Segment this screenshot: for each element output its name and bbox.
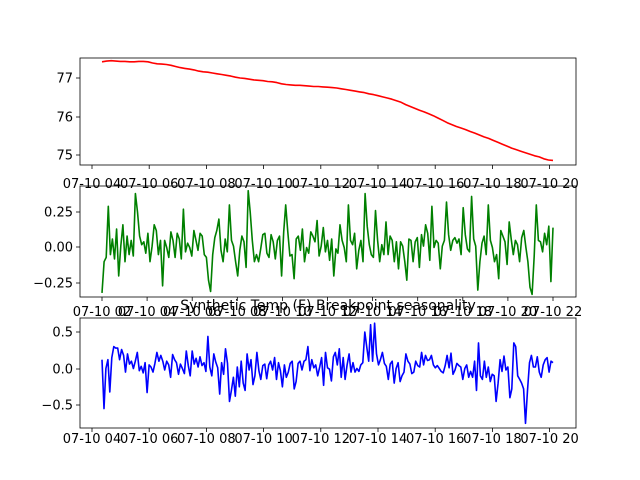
x-tick-label: 07-10 10 [234, 432, 292, 447]
x-tick-label: 07-10 14 [343, 305, 401, 320]
x-tick-label: 07-10 12 [298, 305, 356, 320]
x-tick-label: 07-10 08 [177, 432, 235, 447]
y-tick-label: 77 [56, 72, 73, 87]
x-tick-label: 07-10 04 [63, 432, 121, 447]
x-tick-label: 07-10 14 [349, 177, 407, 192]
x-tick-label: 07-10 16 [406, 177, 464, 192]
x-tick-label: 07-10 12 [292, 432, 350, 447]
residual-panel: Synthetic Temp (F) Breakpoint seasonalit… [41, 298, 578, 447]
x-tick-label: 07-10 20 [520, 432, 578, 447]
x-tick-label: 07-10 16 [388, 305, 446, 320]
plot-frame [79, 57, 577, 166]
y-tick-label: −0.25 [33, 277, 73, 292]
y-tick-label: 0.00 [44, 241, 73, 256]
series-line [101, 189, 554, 296]
series-line [101, 59, 554, 162]
x-tick-label: 07-10 14 [349, 432, 407, 447]
x-tick-label: 07-10 18 [434, 305, 492, 320]
x-tick-label: 07-10 08 [177, 177, 235, 192]
x-tick-label: 07-10 18 [463, 177, 521, 192]
chart-title: Synthetic Temp (F) Breakpoint seasonalit… [180, 298, 476, 314]
y-tick-label: 0.25 [44, 206, 73, 221]
x-tick-label: 07-10 10 [234, 177, 292, 192]
x-tick-label: 07-10 02 [73, 305, 131, 320]
series-line [101, 322, 554, 425]
y-tick-label: 0.5 [52, 326, 73, 341]
x-tick-label: 07-10 20 [479, 305, 537, 320]
x-tick-label: 07-10 18 [463, 432, 521, 447]
x-tick-label: 07-10 22 [524, 305, 582, 320]
x-tick-label: 07-10 04 [118, 305, 176, 320]
y-tick-label: 0.0 [52, 363, 73, 378]
plot-frame [79, 317, 577, 429]
x-tick-label: 07-10 06 [120, 177, 178, 192]
y-tick-label: 76 [56, 111, 73, 126]
x-tick-label: 07-10 06 [163, 305, 221, 320]
x-tick-label: 07-10 06 [120, 432, 178, 447]
x-tick-label: 07-10 20 [520, 177, 578, 192]
x-tick-label: 07-10 10 [253, 305, 311, 320]
x-tick-label: 07-10 04 [63, 177, 121, 192]
y-tick-label: −0.5 [41, 399, 73, 414]
y-tick-label: 75 [56, 149, 73, 164]
x-tick-label: 07-10 12 [292, 177, 350, 192]
x-tick-label: 07-10 08 [208, 305, 266, 320]
x-tick-label: 07-10 16 [406, 432, 464, 447]
plot-frame [79, 185, 577, 298]
